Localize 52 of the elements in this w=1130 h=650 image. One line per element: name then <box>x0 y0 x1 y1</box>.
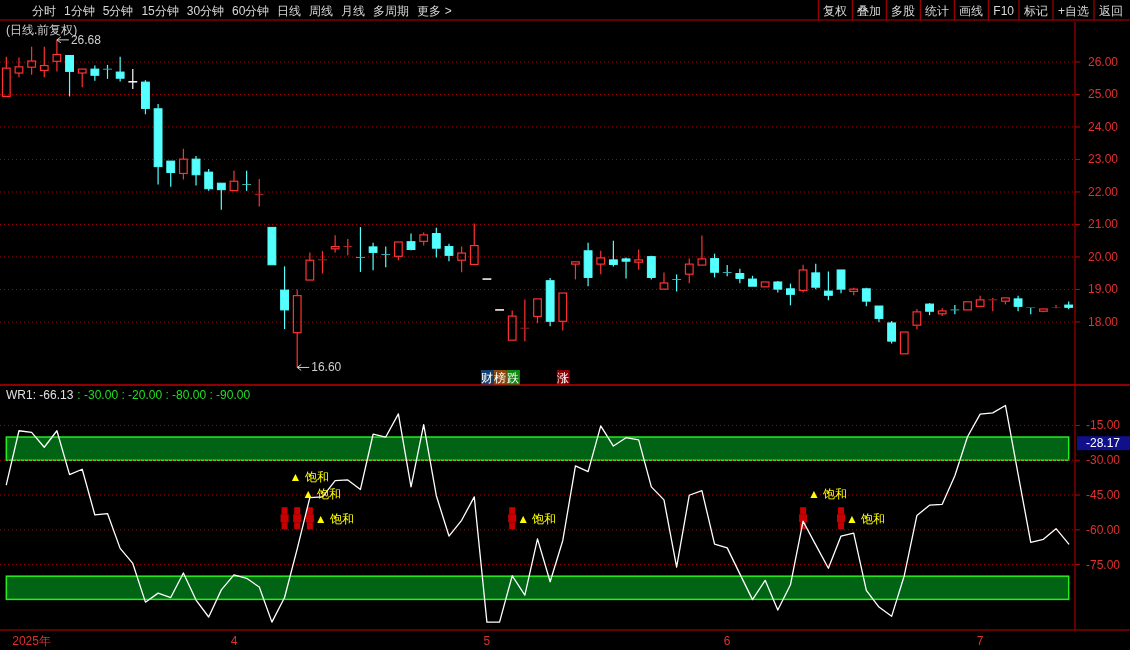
y-tick-label: -75.00 <box>1085 557 1121 572</box>
annotation: 16.60 <box>311 360 342 375</box>
chart-title: WR1: -66.13 <box>6 388 74 402</box>
text: 画线 <box>959 4 984 18</box>
line-series <box>5 404 1070 623</box>
text: 30分钟 <box>186 4 225 18</box>
text: 多周期 <box>373 4 410 18</box>
text: 月线 <box>341 4 366 18</box>
text: +自选 <box>1057 4 1089 18</box>
y-tick-label: 18.00 <box>1087 314 1119 329</box>
text: -28.17 <box>1085 436 1121 451</box>
y-tick-label: 20.00 <box>1087 249 1119 264</box>
text: 日线 <box>277 4 302 18</box>
y-tick-label: 21.00 <box>1087 217 1119 232</box>
text: 更多 > <box>417 4 452 18</box>
y-tick-label: 23.00 <box>1087 152 1119 167</box>
annotation: ▲ 饱和 <box>808 487 848 502</box>
annotation: ▲ 饱和 <box>846 512 886 527</box>
text: 多股 <box>891 4 916 18</box>
text: 60分钟 <box>232 4 270 18</box>
annotation: 财榜跌 <box>481 371 520 385</box>
y-tick-label: -60.00 <box>1085 522 1121 537</box>
annotation: ▲ 饱和 <box>289 470 329 485</box>
x-tick-label: 2025年 <box>12 634 51 648</box>
y-tick-label: 22.00 <box>1087 184 1119 199</box>
y-tick-label: 25.00 <box>1087 87 1119 102</box>
text: 统计 <box>925 4 950 18</box>
x-tick-label: 4 <box>230 634 238 648</box>
text: 15分钟 <box>141 4 179 18</box>
text: 叠加 <box>857 4 882 18</box>
text: 复权 <box>823 4 848 18</box>
annotation: ▲ 饱和 <box>314 512 355 527</box>
text: 标记 <box>1022 4 1048 18</box>
y-tick-label: 19.00 <box>1087 282 1119 297</box>
text: 分时 <box>32 4 56 18</box>
text: 1分钟 <box>64 4 95 18</box>
chart-subtitle: : -30.00 : -20.00 : -80.00 : -90.00 <box>77 388 251 402</box>
text: 周线 <box>309 4 334 18</box>
text: 5分钟 <box>102 4 134 18</box>
annotation: 涨 <box>557 371 570 385</box>
y-tick-label: -30.00 <box>1085 453 1121 468</box>
y-tick-label: 26.00 <box>1087 54 1119 69</box>
x-tick-label: 6 <box>723 634 731 648</box>
annotation: ▲ 饱和 <box>517 512 557 527</box>
text: F10 <box>993 4 1015 18</box>
y-tick-label: -45.00 <box>1085 488 1121 503</box>
y-tick-label: 24.00 <box>1087 119 1119 134</box>
text: 返回 <box>1099 4 1123 18</box>
x-tick-label: 5 <box>483 634 491 648</box>
chart-title: (日线.前复权) <box>6 23 78 37</box>
x-tick-label: 7 <box>976 634 984 648</box>
y-tick-label: -15.00 <box>1085 418 1121 433</box>
